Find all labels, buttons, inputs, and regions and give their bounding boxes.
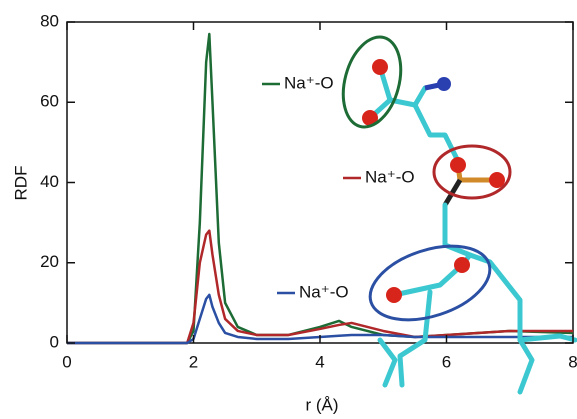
legend-label: Na⁺-O [365, 167, 415, 186]
y-tick-label: 80 [40, 11, 59, 30]
bond [380, 340, 395, 385]
y-tick-label: 0 [50, 332, 59, 351]
highlight-ellipse [434, 146, 510, 198]
x-tick-label: 8 [568, 352, 577, 371]
bond [470, 255, 532, 392]
y-axis-label: RDF [11, 166, 30, 201]
y-tick-label: 40 [40, 172, 59, 191]
y-tick-label: 60 [40, 92, 59, 111]
x-axis-label: r (Å) [305, 395, 338, 414]
bond [400, 292, 430, 385]
chart: RDF r (Å) 02468020406080Na⁺-ONa⁺-ONa⁺-O [0, 0, 577, 419]
bond [415, 105, 460, 165]
atom [437, 77, 451, 91]
x-tick-label: 0 [62, 352, 71, 371]
atom [372, 59, 388, 75]
x-tick-label: 6 [442, 352, 451, 371]
bond [394, 205, 470, 295]
highlight-ellipse [361, 232, 499, 333]
legend-label: Na⁺-O [284, 73, 334, 92]
x-tick-label: 4 [315, 352, 324, 371]
atom [454, 257, 470, 273]
atom [450, 157, 466, 173]
legend-label: Na⁺-O [299, 282, 349, 301]
x-tick-label: 2 [189, 352, 198, 371]
y-tick-label: 20 [40, 252, 59, 271]
atom [386, 287, 402, 303]
